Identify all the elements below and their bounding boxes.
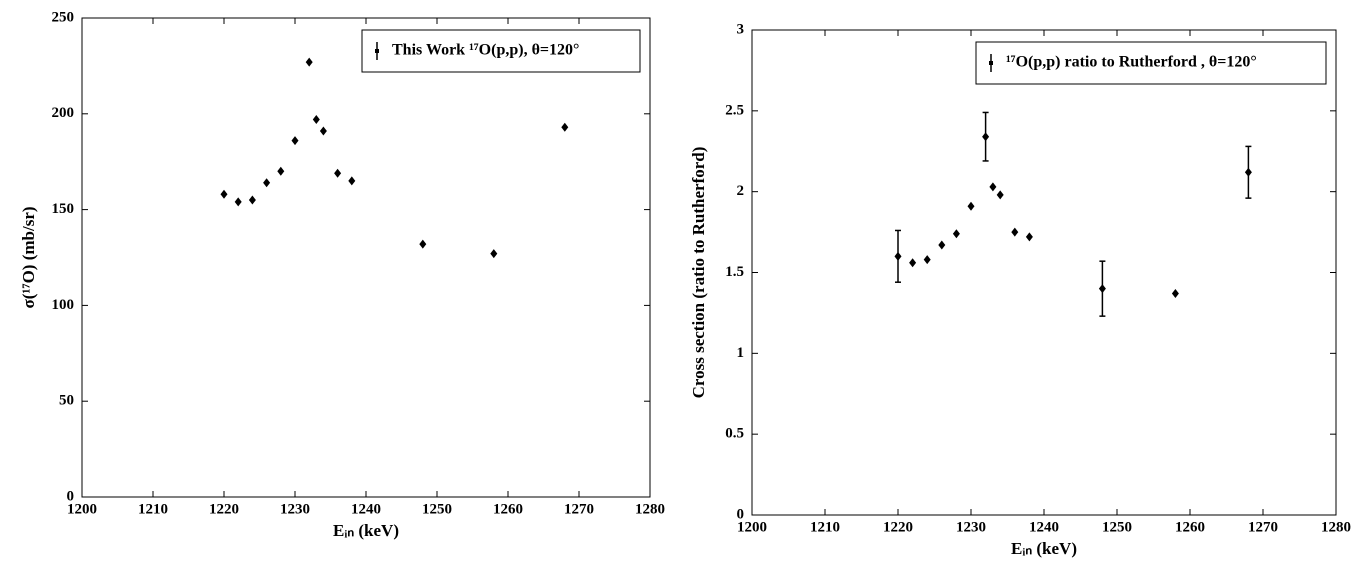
x-tick-label: 1230: [956, 519, 986, 535]
y-axis-label: Cross section (ratio to Rutherford): [689, 147, 708, 399]
x-tick-label: 1210: [138, 501, 168, 517]
point: [894, 251, 902, 261]
x-tick-label: 1270: [564, 501, 594, 517]
point: [334, 168, 342, 178]
y-tick-label: 3: [737, 21, 745, 37]
y-tick-label: 100: [52, 297, 75, 313]
plot-frame: [751, 29, 1337, 516]
point: [319, 126, 327, 136]
legend-marker: [989, 61, 993, 65]
legend-label: This Work ¹⁷O(p,p), θ=120°: [392, 42, 579, 59]
point: [312, 115, 320, 125]
point: [938, 240, 946, 250]
point: [1171, 289, 1179, 299]
point: [967, 201, 975, 211]
x-tick-label: 1220: [209, 501, 239, 517]
point: [419, 239, 427, 249]
y-tick-label: 1.5: [725, 264, 744, 280]
y-tick-label: 0.5: [725, 426, 744, 442]
point: [996, 190, 1004, 200]
x-tick-label: 1240: [1029, 519, 1059, 535]
y-axis-label: σ(¹⁷O) (mb/sr): [19, 206, 38, 308]
point: [305, 57, 313, 67]
point: [248, 195, 256, 205]
point: [989, 182, 997, 192]
y-tick-label: 250: [52, 9, 75, 25]
point: [1025, 232, 1033, 242]
x-tick-label: 1200: [737, 519, 767, 535]
point: [220, 189, 228, 199]
point: [909, 258, 917, 268]
point: [1011, 227, 1019, 237]
x-tick-label: 1200: [67, 501, 97, 517]
x-tick-label: 1280: [1321, 519, 1351, 535]
legend-box: [975, 41, 1327, 85]
point: [952, 229, 960, 239]
x-tick-label: 1270: [1248, 519, 1278, 535]
x-tick-label: 1230: [280, 501, 310, 517]
legend-box: [361, 29, 641, 73]
x-axis-label: Eᵢₙ (keV): [333, 521, 399, 540]
y-tick-label: 0: [737, 506, 745, 522]
x-tick-label: 1280: [635, 501, 665, 517]
x-tick-label: 1240: [351, 501, 381, 517]
point: [291, 136, 299, 146]
point: [1244, 167, 1252, 177]
y-tick-label: 2: [737, 183, 745, 199]
y-tick-label: 1: [737, 345, 745, 361]
y-tick-label: 50: [59, 393, 74, 409]
point: [982, 132, 990, 142]
y-tick-label: 2.5: [725, 102, 744, 118]
y-tick-label: 0: [67, 488, 75, 504]
x-tick-label: 1260: [493, 501, 523, 517]
y-tick-label: 150: [52, 201, 75, 217]
x-tick-label: 1220: [883, 519, 913, 535]
x-tick-label: 1260: [1175, 519, 1205, 535]
x-axis-label: Eᵢₙ (keV): [1011, 539, 1077, 558]
point: [263, 178, 271, 188]
point: [923, 255, 931, 265]
plot-frame: [81, 17, 651, 498]
point: [490, 249, 498, 259]
legend-label: ¹⁷O(p,p) ratio to Rutherford , θ=120°: [1006, 54, 1257, 71]
y-tick-label: 200: [52, 105, 75, 121]
point: [561, 122, 569, 132]
x-tick-label: 1210: [810, 519, 840, 535]
legend-marker: [375, 49, 379, 53]
point: [277, 166, 285, 176]
point: [1098, 284, 1106, 294]
x-tick-label: 1250: [422, 501, 452, 517]
point: [234, 197, 242, 207]
x-tick-label: 1250: [1102, 519, 1132, 535]
point: [348, 176, 356, 186]
